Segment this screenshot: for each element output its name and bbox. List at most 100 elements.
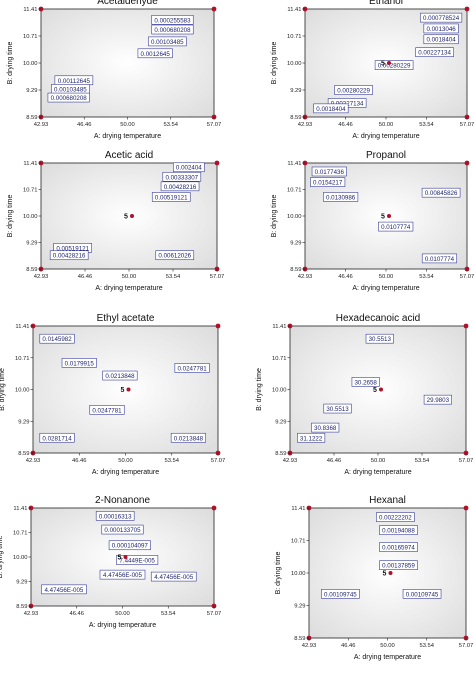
contour-value-label: 0.00165974 xyxy=(379,542,418,552)
contour-value-label: 30.5513 xyxy=(365,333,394,344)
contour-label-text: 0.000778524 xyxy=(423,15,460,22)
contour-label-text: 0.00519121 xyxy=(56,245,89,252)
contour-value-label: 0.0177436 xyxy=(311,166,347,177)
y-tick-label: 9.29 xyxy=(18,419,29,425)
y-tick-label: 10.71 xyxy=(287,34,302,40)
x-tick-label: 53.54 xyxy=(419,122,434,128)
contour-label-box xyxy=(421,253,458,264)
contour-label-box xyxy=(95,511,135,521)
x-tick-label: 46.46 xyxy=(77,122,92,128)
x-tick-label: 42.93 xyxy=(283,458,298,464)
contour-value-label: 0.0107774 xyxy=(421,253,458,264)
y-tick-label: 11.41 xyxy=(23,7,37,13)
contour-value-label: 0.0213848 xyxy=(102,370,138,381)
x-axis-title: A: drying temperature xyxy=(354,654,421,661)
contour-value-label: 0.00428216 xyxy=(49,250,89,261)
contour-panel-svg: Acetic acid0.0024040.003333070.004282160… xyxy=(7,150,224,292)
contour-label-box xyxy=(155,250,195,261)
contour-value-label: 0.000104097 xyxy=(108,540,151,551)
x-tick-label: 57.07 xyxy=(460,274,474,280)
y-tick-label: 10.71 xyxy=(23,188,38,194)
contour-label-box xyxy=(99,569,146,580)
contour-value-label: 0.00109745 xyxy=(402,589,442,599)
contour-label-box xyxy=(311,422,340,433)
contour-label-text: 0.00112645 xyxy=(58,78,91,85)
contour-label-box xyxy=(423,23,459,34)
y-tick-label: 10.71 xyxy=(291,539,306,545)
y-tick-label: 11.41 xyxy=(291,506,305,512)
y-axis-title: B: drying time xyxy=(7,194,14,237)
design-point xyxy=(464,6,470,12)
design-point xyxy=(214,160,220,166)
y-tick-label: 8.59 xyxy=(290,115,301,121)
x-axis-title: A: drying temperature xyxy=(95,285,162,292)
contour-panel-svg: Acetaldehyde 0.000255583 0.000680208 0.0010… xyxy=(7,0,221,140)
contour-label-box xyxy=(421,187,461,198)
y-axis-title: B: drying time xyxy=(256,368,263,411)
x-tick-label: 46.46 xyxy=(341,643,356,649)
contour-label-text: 0.0012645 xyxy=(141,51,171,58)
center-point-count: 5 xyxy=(383,571,387,578)
y-tick-label: 10.71 xyxy=(13,531,28,537)
contour-label-box xyxy=(41,584,87,595)
chart-title: Ethanol xyxy=(369,0,403,7)
x-tick-label: 57.07 xyxy=(459,458,474,464)
contour-value-label: 0.00137859 xyxy=(379,560,418,570)
y-tick-label: 9.29 xyxy=(290,88,301,94)
y-tick-label: 8.59 xyxy=(18,451,29,457)
x-tick-label: 42.93 xyxy=(302,643,317,649)
contour-panel: Ethyl acetate 0.0145982 0.0179915 0.0213848… xyxy=(0,310,226,484)
y-tick-label: 8.59 xyxy=(26,267,37,273)
y-tick-label: 10.00 xyxy=(15,388,30,394)
contour-panel-svg: 2-Nonanone 0.00016313 0.000133705 0.0001040… xyxy=(0,495,221,629)
contour-label-text: 0.0213848 xyxy=(105,373,135,380)
contour-label-box xyxy=(365,333,394,344)
contour-label-box xyxy=(310,177,346,187)
contour-label-text: 4.47456E-005 xyxy=(44,587,83,594)
contour-value-label: 0.00280229 xyxy=(374,60,414,70)
contour-label-box xyxy=(170,432,206,443)
design-point xyxy=(215,323,221,329)
x-tick-label: 53.54 xyxy=(166,274,181,280)
contour-value-label: 0.0247781 xyxy=(174,363,210,373)
contour-label-text: 0.000680208 xyxy=(154,27,191,34)
y-tick-label: 9.29 xyxy=(275,419,286,425)
contour-label-box xyxy=(108,540,151,551)
chart-title: Acetic acid xyxy=(105,150,153,161)
x-tick-label: 50.00 xyxy=(118,458,133,464)
y-tick-label: 11.41 xyxy=(287,161,301,167)
contour-label-text: 0.0018404 xyxy=(316,106,346,113)
contour-label-text: 0.000104097 xyxy=(112,543,149,550)
y-tick-label: 9.29 xyxy=(294,604,305,610)
contour-label-box xyxy=(137,48,173,59)
chart-title: Hexadecanoic acid xyxy=(336,313,421,324)
contour-panel-svg: Ethanol 0.000778524 0.0013046 0.0018404 0.00… xyxy=(271,0,474,140)
contour-label-box xyxy=(102,370,138,381)
contour-label-box xyxy=(379,542,418,552)
contour-label-text: 0.00227134 xyxy=(418,50,451,57)
center-point-count: 5 xyxy=(121,387,125,394)
contour-label-box xyxy=(151,192,191,202)
contour-label-box xyxy=(101,524,144,535)
center-design-point xyxy=(387,61,391,65)
y-tick-label: 9.29 xyxy=(26,241,37,247)
contour-label-text: 0.00222202 xyxy=(379,515,412,522)
contour-label-text: 30.5513 xyxy=(369,336,392,343)
chart-title: Ethyl acetate xyxy=(97,313,155,324)
y-tick-label: 9.29 xyxy=(16,580,27,586)
x-tick-label: 53.54 xyxy=(163,122,178,128)
contour-label-text: 30.8368 xyxy=(314,425,337,432)
center-design-point xyxy=(388,571,393,575)
contour-label-text: 7.4449E-005 xyxy=(119,557,155,564)
contour-label-box xyxy=(39,432,75,443)
y-tick-label: 8.59 xyxy=(275,451,286,457)
contour-value-label: 0.0145982 xyxy=(39,333,75,344)
center-point-count: 5 xyxy=(381,61,385,68)
contour-value-label: 0.00333307 xyxy=(162,171,202,182)
x-axis-title: A: drying temperature xyxy=(352,285,419,292)
contour-label-box xyxy=(323,192,359,202)
x-tick-label: 53.54 xyxy=(415,458,430,464)
contour-panel: Hexanal 0.00222202 0.00194088 0.00165974 0.0… xyxy=(271,492,474,669)
contour-value-label: 31.1222 xyxy=(297,432,326,443)
contour-label-box xyxy=(61,358,97,368)
